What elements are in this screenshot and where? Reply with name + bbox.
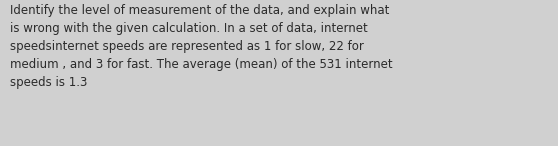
Text: Identify the level of measurement of the​ data, and explain what
is wrong with t: Identify the level of measurement of the… <box>10 4 393 89</box>
